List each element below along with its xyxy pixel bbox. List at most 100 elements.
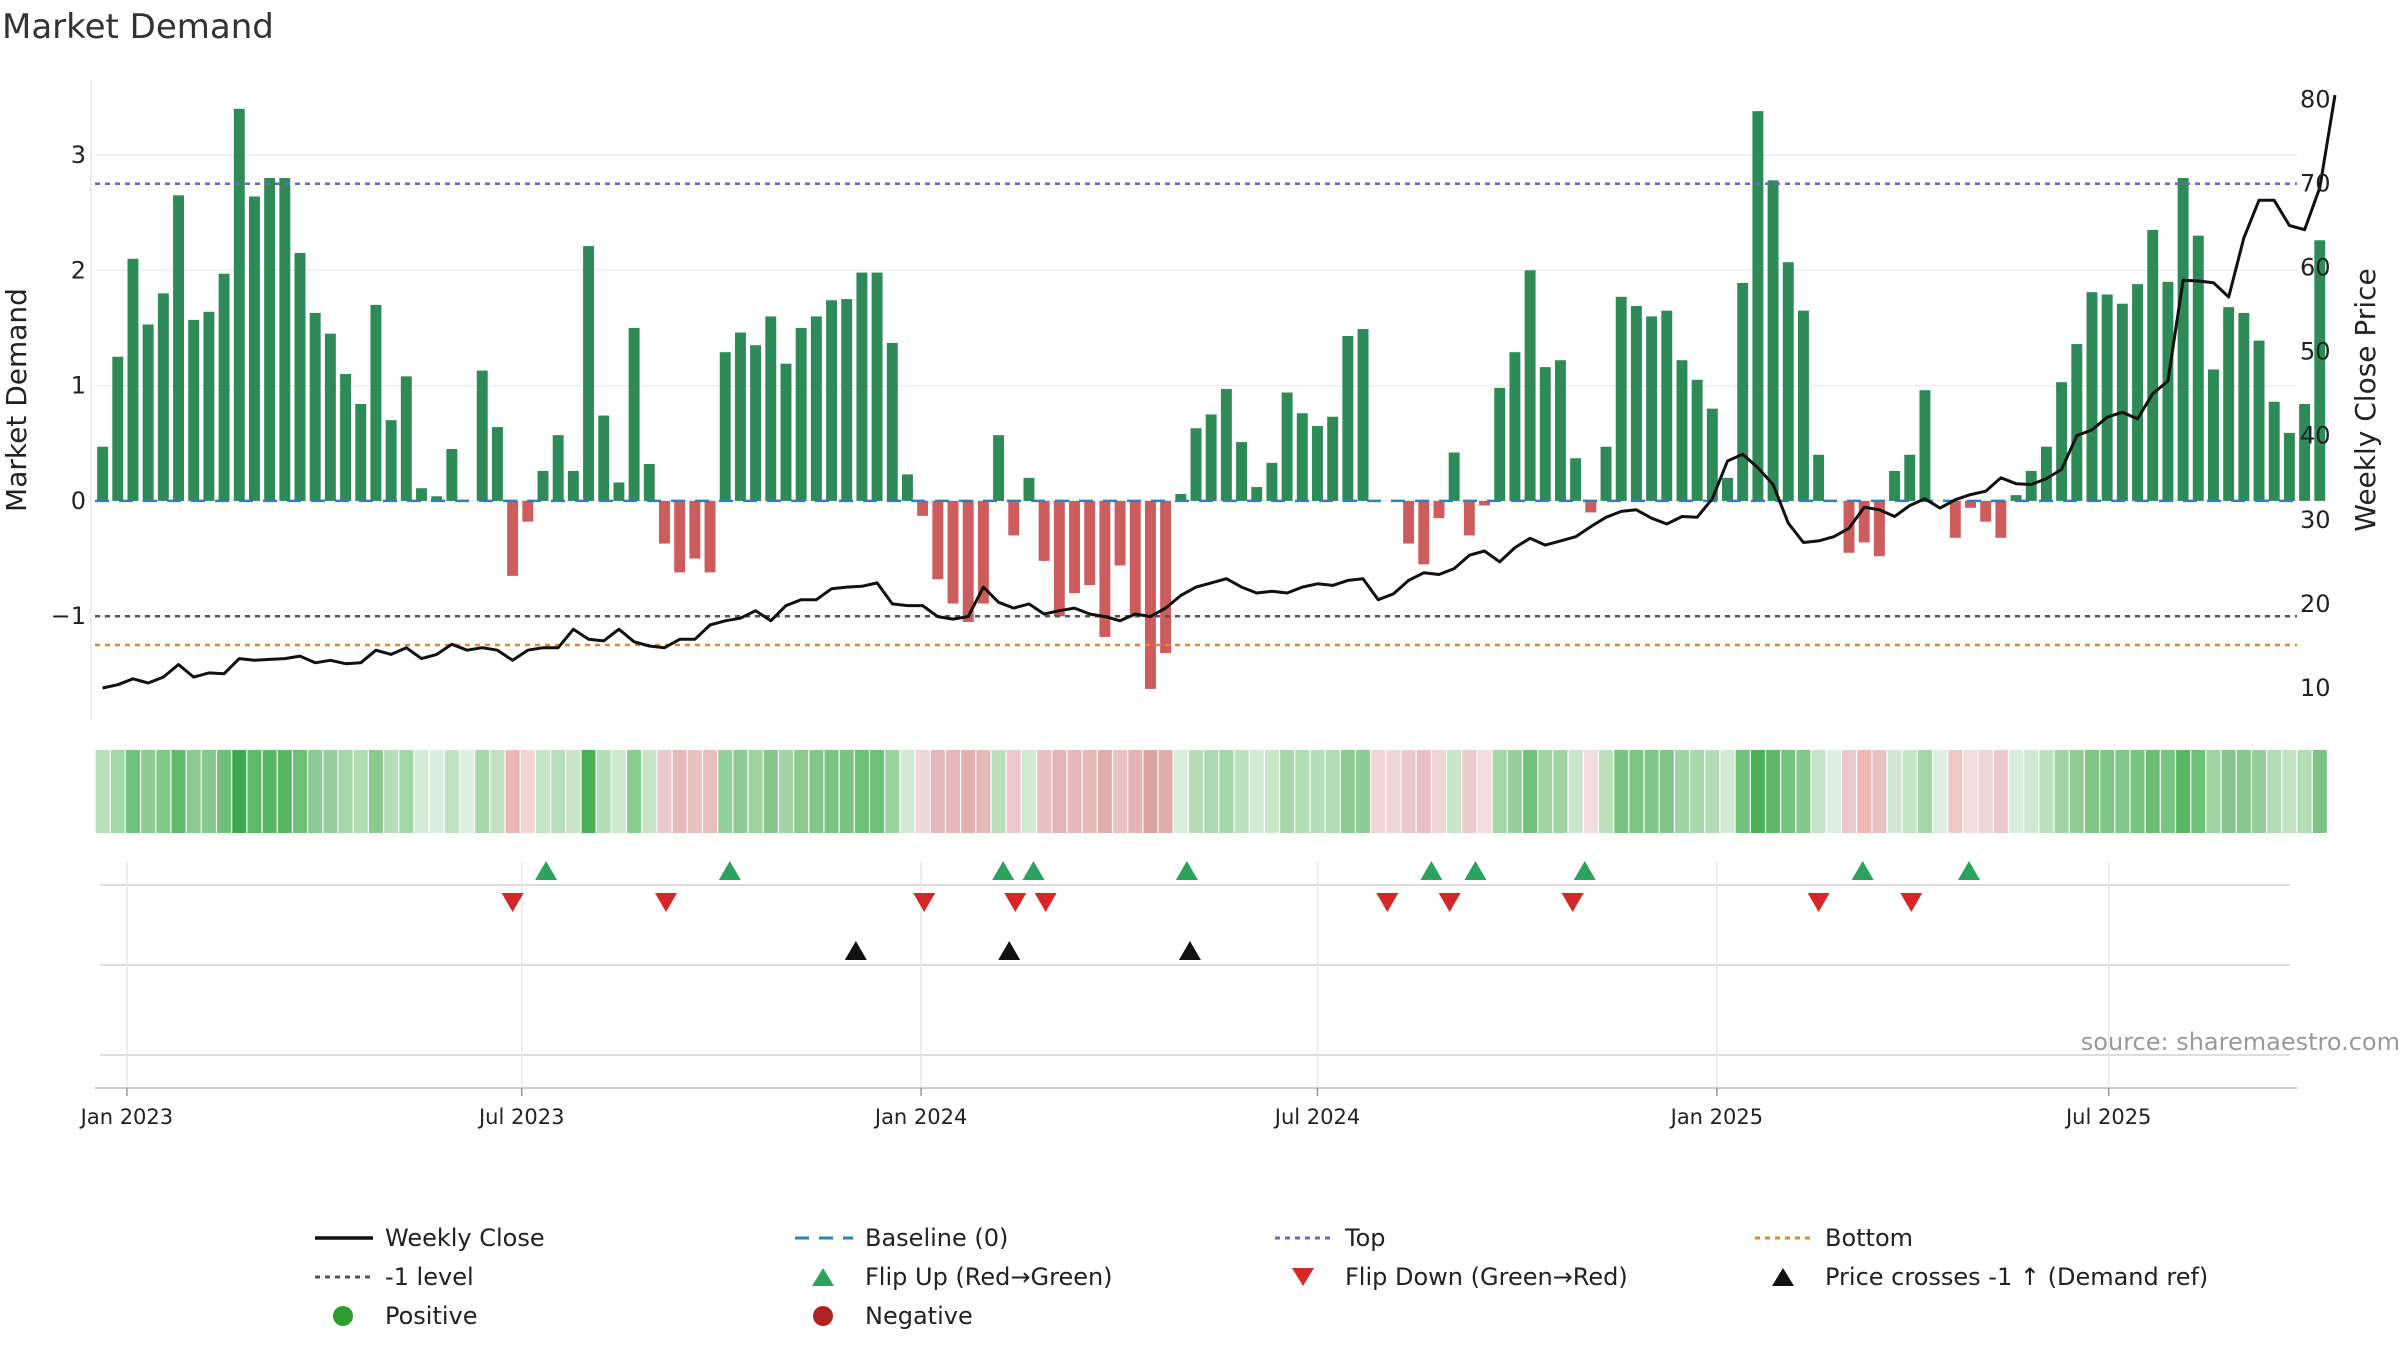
heat-cell	[566, 750, 581, 833]
bar-positive	[127, 258, 139, 501]
heat-cell	[1477, 750, 1492, 833]
heat-cell	[2039, 750, 2054, 833]
heat-cell	[536, 750, 550, 833]
heat-cell	[186, 750, 201, 833]
heat-cell	[1629, 750, 1644, 833]
heat-cell	[642, 750, 657, 833]
bar-positive	[1266, 462, 1278, 501]
heat-cell	[2267, 750, 2282, 833]
bar-negative	[1858, 500, 1870, 543]
heat-cell	[1872, 750, 1887, 833]
legend-label: Weekly Close	[385, 1224, 545, 1252]
bar-negative	[962, 500, 974, 622]
heat-cell	[809, 750, 824, 833]
bar-positive	[97, 446, 109, 501]
heat-cell	[2312, 750, 2327, 833]
heat-cell	[1280, 750, 1295, 833]
heat-cell	[748, 750, 763, 833]
bar-positive	[750, 345, 762, 501]
heat-cell	[824, 750, 839, 833]
legend-label: Top	[1344, 1224, 1386, 1252]
heat-cell	[778, 750, 793, 833]
heat-cell	[839, 750, 854, 833]
y2-tick-label: 40	[2300, 422, 2331, 450]
flip-up-marker	[718, 861, 741, 880]
heat-cell	[338, 750, 353, 833]
heat-cell	[1462, 750, 1477, 833]
price-cross-marker	[1178, 941, 1201, 960]
bar-negative	[1053, 500, 1065, 617]
heat-cell	[1082, 750, 1097, 833]
heat-cell	[551, 750, 566, 833]
y2-tick-label: 10	[2300, 674, 2331, 702]
flip-down-marker	[501, 893, 524, 912]
chart-title: Market Demand	[2, 7, 274, 47]
x-tick-label: Jan 2023	[79, 1105, 174, 1129]
bar-positive	[856, 272, 868, 501]
heat-cell	[1659, 750, 1674, 833]
heat-cell	[763, 750, 778, 833]
heat-cell	[854, 750, 869, 833]
bar-positive	[2208, 369, 2219, 501]
bar-positive	[2314, 240, 2326, 501]
price-cross-marker	[998, 941, 1021, 960]
bar-positive	[1646, 316, 1658, 501]
heat-cell	[1264, 750, 1279, 833]
bar-positive	[1236, 442, 1248, 501]
bar-positive	[826, 300, 837, 501]
demand-bars	[97, 108, 2326, 689]
heat-cell	[368, 750, 383, 833]
bar-positive	[567, 470, 579, 501]
x-tick-label: Jul 2024	[1273, 1105, 1360, 1129]
legend-label: -1 level	[385, 1263, 474, 1291]
heat-cell	[353, 750, 368, 833]
bar-positive	[340, 374, 352, 501]
bar-positive	[628, 327, 640, 501]
bar-positive	[886, 342, 898, 501]
bar-positive	[765, 316, 777, 501]
bar-negative	[1463, 500, 1475, 536]
bar-positive	[1342, 336, 1354, 501]
heat-cell	[399, 750, 414, 833]
heat-cell	[1249, 750, 1264, 833]
heat-cell	[110, 750, 125, 833]
bar-negative	[1479, 500, 1491, 506]
bar-positive	[810, 316, 822, 501]
bar-negative	[1160, 500, 1172, 654]
heat-cell	[1356, 750, 1371, 833]
bar-positive	[2192, 235, 2204, 501]
bar-negative	[1403, 500, 1415, 544]
legend-label: Flip Down (Green→Red)	[1345, 1263, 1628, 1291]
bar-positive	[1782, 262, 1794, 501]
bar-positive	[1281, 392, 1293, 501]
x-axis: Jan 2023 Jul 2023 Jan 2024 Jul 2024 Jan 2025…	[79, 1087, 2297, 1129]
heat-cell	[1143, 750, 1158, 833]
heat-cell	[1674, 750, 1689, 833]
bar-positive	[491, 427, 503, 501]
bar-positive	[264, 178, 276, 501]
heat-cell	[885, 750, 900, 833]
bar-positive	[2223, 307, 2235, 501]
heat-cell	[1340, 750, 1355, 833]
y2-tick-label: 20	[2300, 590, 2331, 618]
bar-positive	[719, 352, 731, 501]
heat-cell	[2100, 750, 2115, 833]
heat-cell	[1933, 750, 1948, 833]
demand-heat-strip	[95, 750, 2327, 833]
bar-positive	[431, 496, 443, 501]
bar-positive	[537, 470, 549, 501]
bar-positive	[2253, 340, 2265, 501]
bar-negative	[917, 500, 929, 516]
heat-cell	[1614, 750, 1629, 833]
weekly-close-series	[102, 94, 2337, 690]
bar-positive	[2101, 294, 2113, 501]
x-tick-label: Jan 2024	[873, 1105, 968, 1129]
bar-negative	[1980, 500, 1992, 522]
bar-negative	[507, 500, 519, 576]
bar-positive	[871, 272, 883, 501]
legend-item: Weekly Close	[315, 1224, 545, 1252]
heat-cell	[1507, 750, 1522, 833]
bar-positive	[1661, 310, 1673, 501]
bar-negative	[1099, 500, 1111, 637]
heat-cell	[2176, 750, 2191, 833]
